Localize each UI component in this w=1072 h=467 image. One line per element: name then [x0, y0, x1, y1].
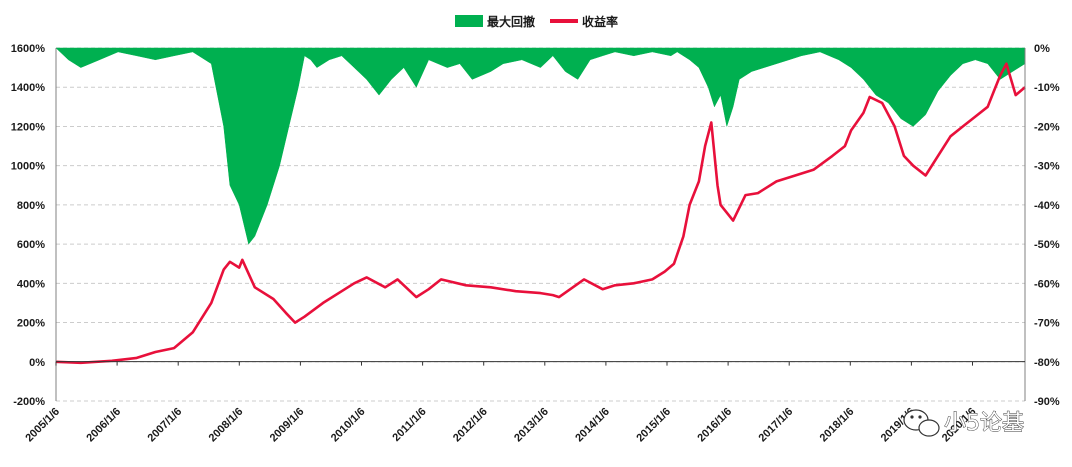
- x-tick-label: 2007/1/6: [146, 406, 185, 445]
- x-axis-tick-labels: 2005/1/6 2006/1/6 2007/1/6 2008/1/6 2009/1/6…: [23, 361, 979, 445]
- left-tick-label: 0%: [29, 357, 45, 369]
- right-axis-tick-labels: -90% -80% -70% -60% -50% -40% -30% -20% -10% 0%: [1034, 43, 1060, 408]
- right-tick-label: -30%: [1034, 161, 1060, 173]
- watermark-text: 小5论基: [944, 411, 1024, 436]
- left-tick-label: 1600%: [11, 43, 45, 55]
- return-line: [55, 62, 1026, 365]
- x-tick-label: 2017/1/6: [757, 406, 796, 445]
- left-tick-label: 800%: [17, 200, 45, 212]
- legend-label-drawdown: 最大回撤: [487, 14, 535, 29]
- drawdown-area-series: [55, 47, 1026, 245]
- wechat-icon: [903, 409, 940, 437]
- left-axis-tick-labels: -200% 0% 200% 400% 600% 800% 1000% 1200% 1400% 16…: [11, 43, 45, 408]
- right-tick-label: -10%: [1034, 82, 1060, 94]
- left-tick-label: 1000%: [11, 161, 45, 173]
- x-tick-label: 2008/1/6: [207, 406, 246, 445]
- watermark: 小5论基: [903, 409, 1024, 437]
- right-tick-label: 0%: [1034, 43, 1050, 55]
- left-tick-label: 1200%: [11, 121, 45, 133]
- x-tick-label: 2006/1/6: [84, 406, 123, 445]
- left-tick-label: 1400%: [11, 82, 45, 94]
- right-tick-label: -70%: [1034, 318, 1060, 330]
- legend-label-return: 收益率: [582, 14, 618, 29]
- x-tick-label: 2014/1/6: [573, 406, 612, 445]
- x-tick-label: 2018/1/6: [818, 406, 857, 445]
- right-tick-label: -50%: [1034, 239, 1060, 251]
- right-tick-label: -80%: [1034, 357, 1060, 369]
- return-line-series: [55, 62, 1026, 365]
- right-tick-label: -60%: [1034, 278, 1060, 290]
- right-tick-label: -90%: [1034, 396, 1060, 408]
- x-tick-label: 2013/1/6: [512, 406, 551, 445]
- x-tick-label: 2009/1/6: [268, 406, 307, 445]
- drawdown-area: [55, 47, 1026, 245]
- x-tick-label: 2015/1/6: [634, 406, 673, 445]
- x-tick-label: 2010/1/6: [329, 406, 368, 445]
- left-tick-label: 400%: [17, 278, 45, 290]
- axes: [55, 48, 1026, 401]
- x-tick-label: 2011/1/6: [390, 406, 428, 444]
- x-tick-label: 2012/1/6: [451, 406, 490, 445]
- left-tick-label: 600%: [17, 239, 45, 251]
- right-tick-label: -20%: [1034, 121, 1060, 133]
- left-tick-label: 200%: [17, 318, 45, 330]
- x-tick-label: 2005/1/6: [23, 406, 62, 445]
- right-tick-label: -40%: [1034, 200, 1060, 212]
- left-tick-label: -200%: [13, 396, 45, 408]
- x-tick-label: 2016/1/6: [695, 406, 734, 445]
- legend-swatch-drawdown: [455, 15, 483, 27]
- legend: 最大回撤 收益率: [455, 14, 618, 29]
